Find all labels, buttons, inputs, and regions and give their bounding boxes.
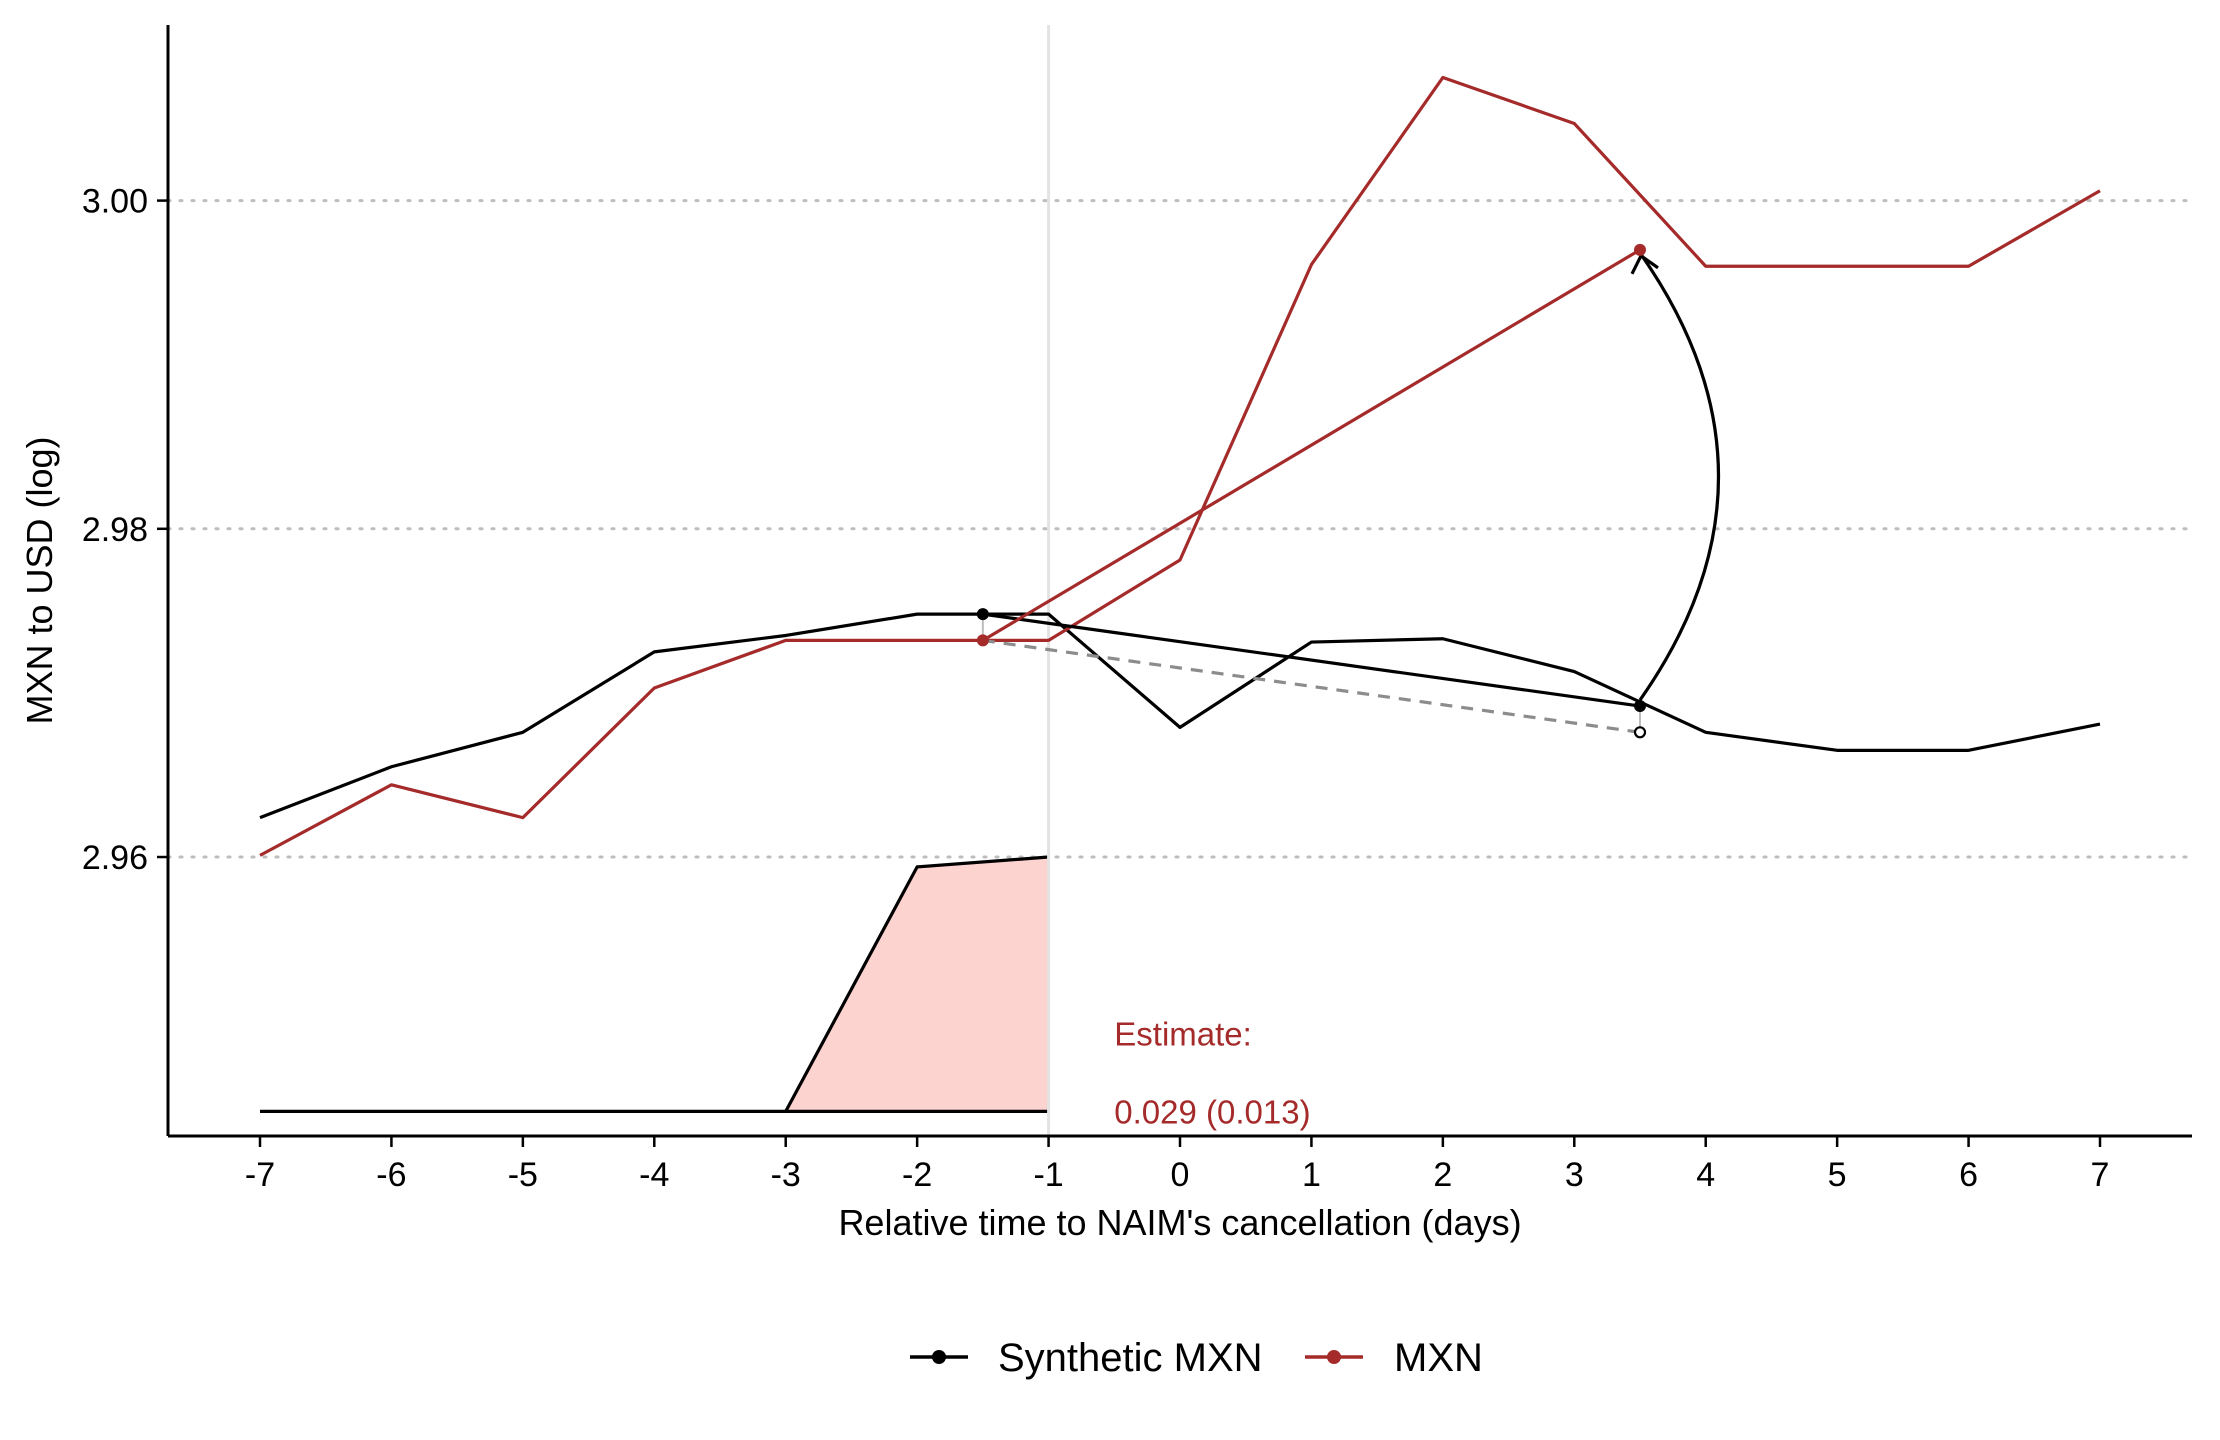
x-tick-label: -2 [902,1156,932,1194]
mxn-mean-connector [982,248,1641,642]
legend: Synthetic MXN MXN [910,1336,1483,1380]
x-tick-label: 4 [1696,1156,1715,1194]
y-tick-label: 3.00 [82,183,148,221]
legend-label-synthetic-mxn: Synthetic MXN [998,1336,1263,1380]
legend-key-point-synthetic-mxn [932,1350,946,1364]
synthetic-post-mean-point [1634,700,1646,713]
grid-lines [166,199,2194,859]
weight-line [784,855,1049,1113]
estimate-arrow [1638,254,1720,701]
counterfactual-line [982,638,1641,734]
y-tick-label: 2.96 [82,839,148,877]
series-line-synthetic-mxn [259,612,2101,820]
x-tick-label: 7 [2091,1156,2110,1194]
x-tick-label: -4 [639,1156,669,1194]
axes [166,25,2192,1138]
x-tick-label: 5 [1828,1156,1847,1194]
synthetic-pre-mean-point [976,608,989,621]
legend-key-point-mxn [1327,1350,1341,1364]
x-tick-label: 1 [1302,1156,1321,1194]
x-tick-label: 3 [1565,1156,1584,1194]
y-tick-label: 2.98 [82,511,148,549]
weight-area [785,857,1049,1112]
x-tick-label: 6 [1959,1156,1978,1194]
synthetic-mean-connector [982,612,1641,708]
tick-labels: -7 -6 -5 -4 -3 -2 -1 0 1 2 3 4 5 6 7 2.96 2.98 3.00 [82,183,2110,1194]
x-tick-label: -3 [771,1156,801,1194]
x-tick-label: -1 [1033,1156,1063,1194]
estimate-value: 0.029 (0.013) [1114,1093,1310,1130]
x-tick-label: -6 [376,1156,406,1194]
x-tick-label: -7 [245,1156,275,1194]
series-lines [259,75,2101,857]
x-tick-label: -5 [508,1156,538,1194]
x-axis-title: Relative time to NAIM's cancellation (da… [838,1202,1521,1243]
mxn-pre-mean-point [976,634,989,647]
y-axis-title: MXN to USD (log) [19,436,60,724]
mxn-post-mean-point [1634,243,1646,256]
weight-ribbon [260,855,1050,1113]
estimate-arrowhead [1630,253,1659,275]
series-line-mxn [259,75,2101,857]
counterfactual-point [1633,726,1647,739]
estimate-label: Estimate: [1114,1016,1252,1053]
period-means [976,243,1720,739]
legend-label-mxn: MXN [1394,1336,1483,1380]
x-tick-label: 2 [1433,1156,1452,1194]
x-tick-label: 0 [1171,1156,1190,1194]
